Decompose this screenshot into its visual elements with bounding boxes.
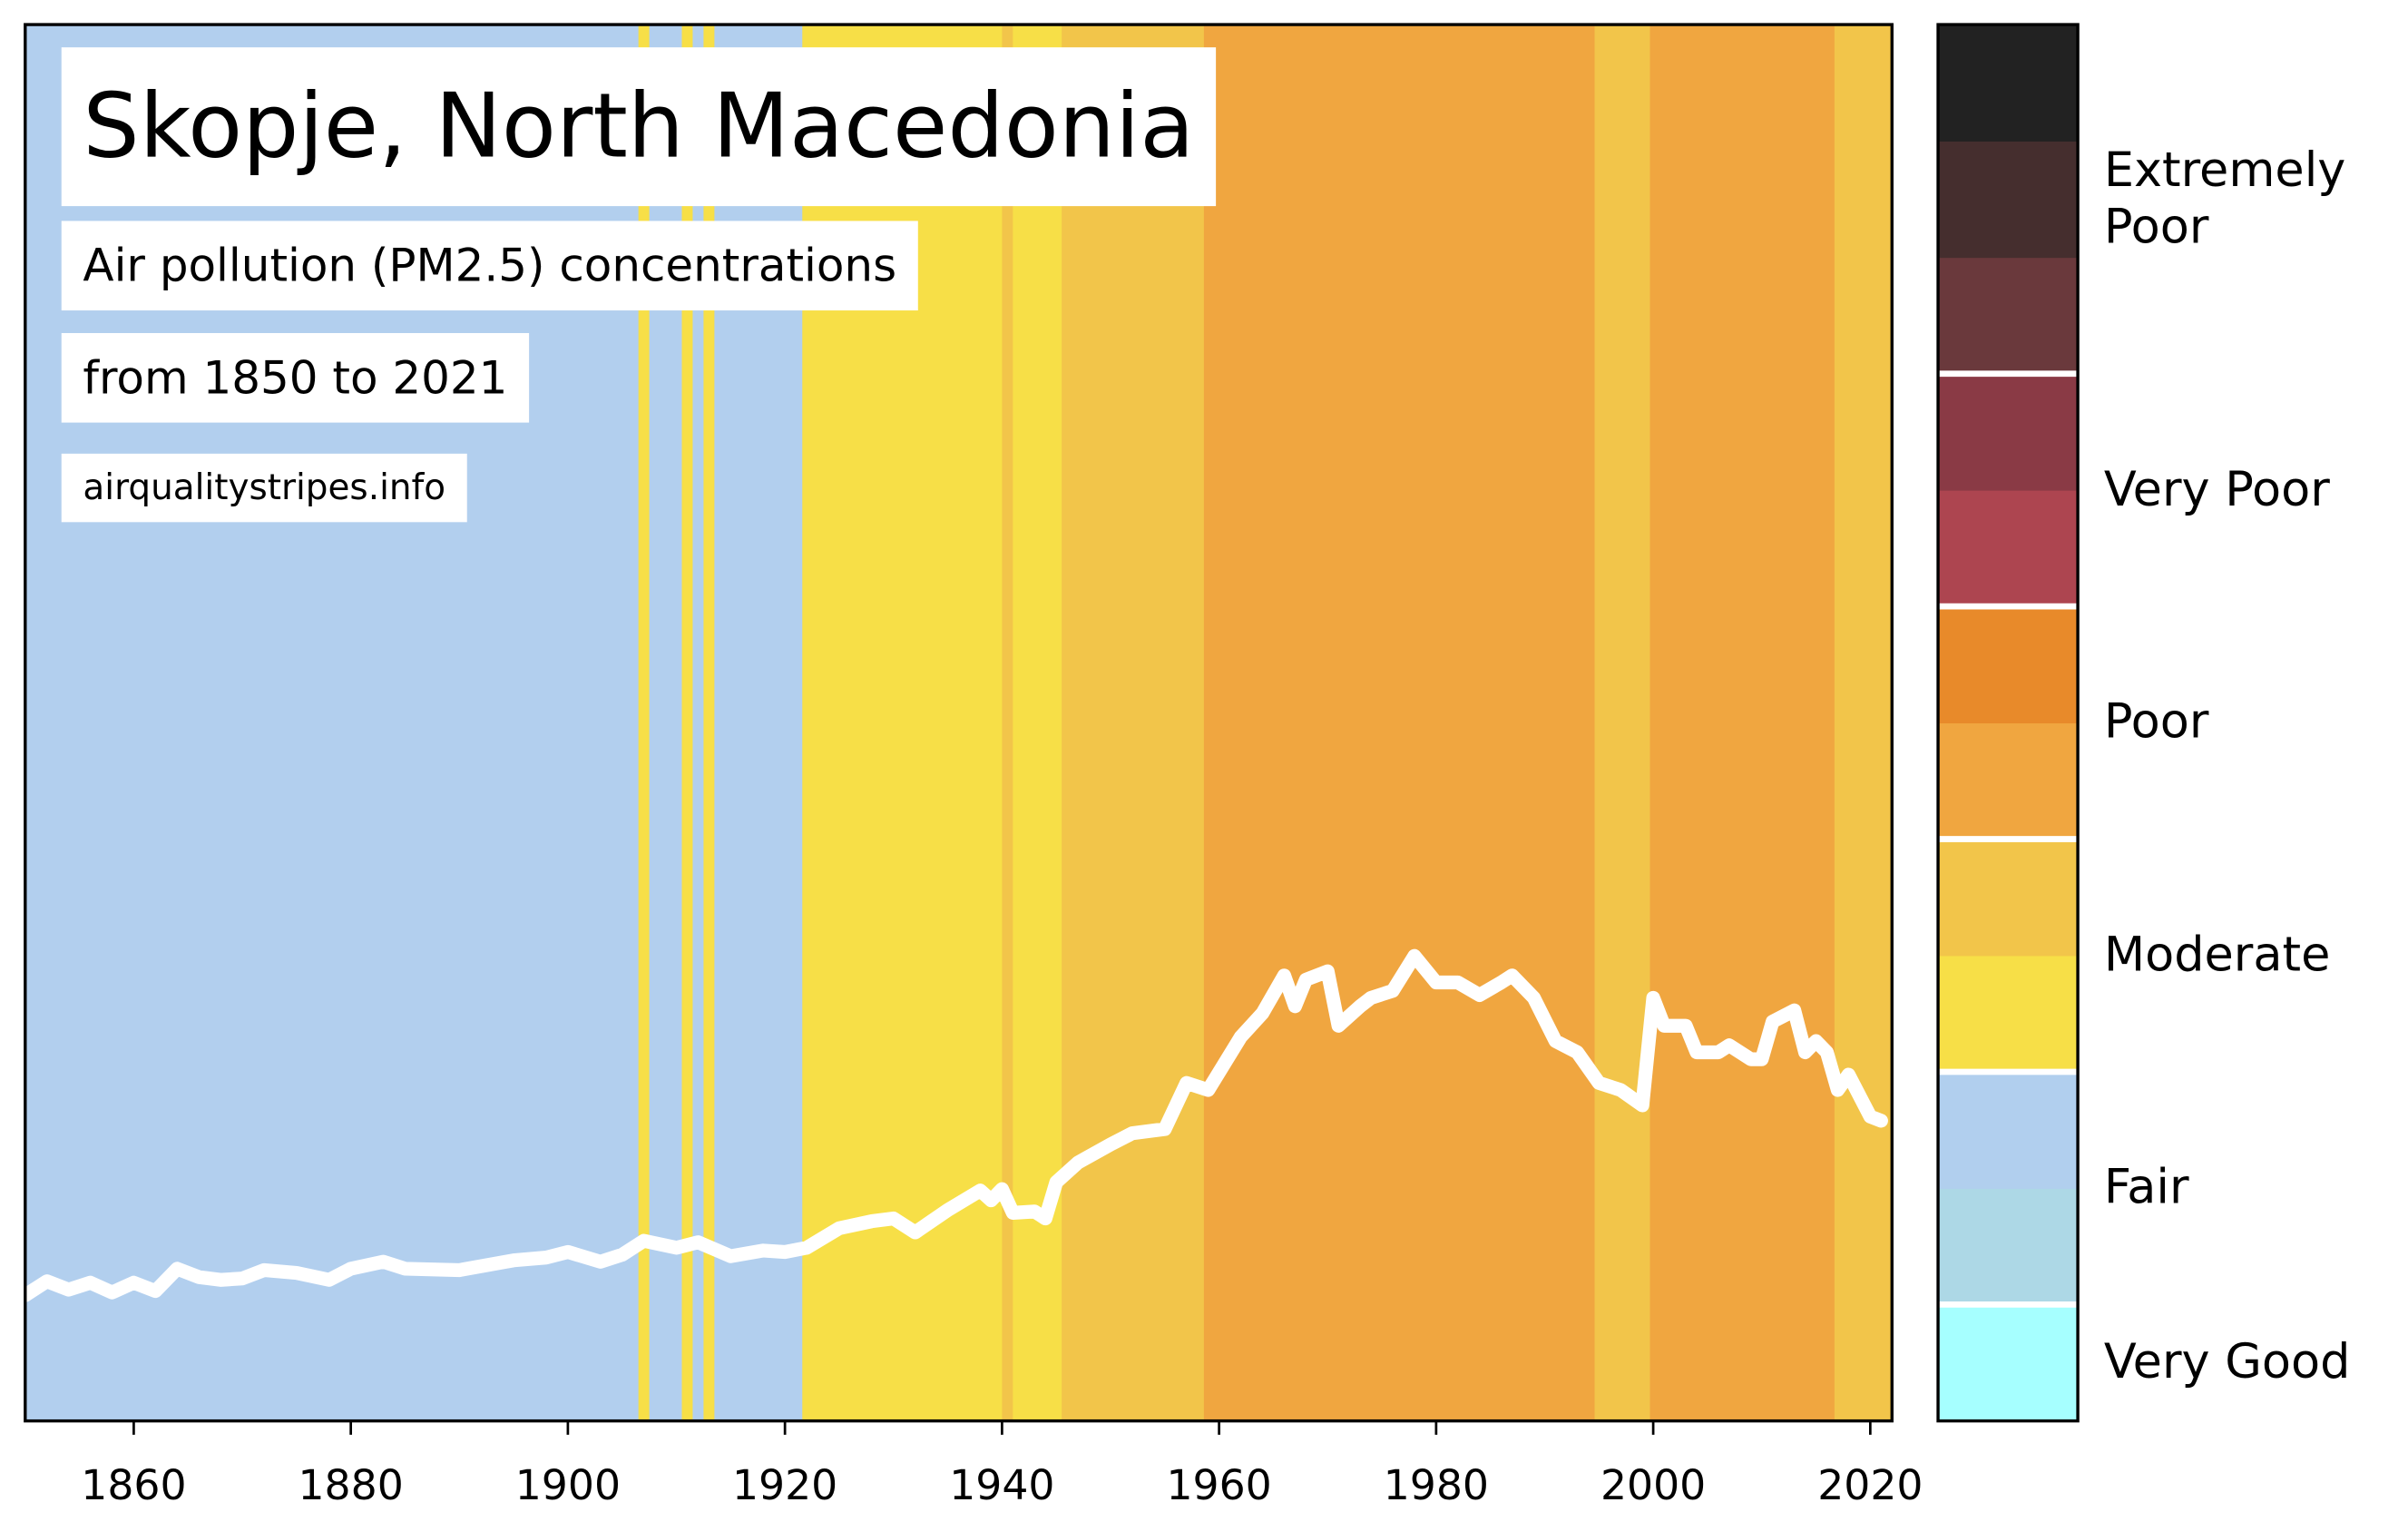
chart-title-box [61,47,1217,207]
colorbar-segment [1938,955,2079,1073]
plot-frame [24,23,1894,1423]
x-tick-label: 1960 [1166,1461,1271,1509]
colorbar-segment [1938,257,2079,375]
stripe [1002,25,1013,1421]
colorbar-segment [1938,1304,2079,1422]
colorbar-label-wrap: Very Good [2104,1271,2408,1455]
colorbar-segment [1938,1071,2079,1189]
stripe [703,25,715,1421]
colorbar-label-box: Moderate [2104,863,2408,1047]
chart-title: Skopje, North Macedonia [83,75,1194,179]
chart-period: from 1850 to 2021 [83,351,507,404]
colorbar-segment [1938,373,2079,491]
colorbar-label-wrap: Fair [2104,1096,2408,1281]
colorbar-label-box: Very Poor [2104,398,2408,582]
chart-subtitle-box [61,221,918,311]
x-tick-label: 1980 [1384,1461,1489,1509]
stripe [1062,25,1205,1421]
stripe [638,25,651,1421]
stripe [1649,25,1835,1421]
chart-subtitle: Air pollution (PM2.5) concentrations [83,240,896,292]
colorbar-label-box: Poor [2104,631,2408,815]
colorbar-segment [1938,141,2079,259]
stripe [681,25,693,1421]
stripe [1834,25,1893,1421]
colorbar-label: Poor [2103,694,2209,750]
stripe [1594,25,1651,1421]
chart-period-box [61,332,530,423]
colorbar-label-wrap: Very Poor [2104,398,2408,582]
colorbar-segment [1938,1188,2079,1306]
colorbar-label-box: Extremely Poor [2104,107,2408,291]
colorbar-label: Fair [2103,1159,2189,1215]
colorbar-label: Very Poor [2103,461,2330,517]
x-tick-label: 1860 [81,1461,186,1509]
colorbar-label-wrap: Extremely Poor [2104,107,2408,291]
colorbar-segment [1938,839,2079,957]
colorbar-label-box: Fair [2104,1096,2408,1281]
chart-source: airqualitystripes.info [83,467,445,508]
x-tick-label: 1880 [299,1461,404,1509]
colorbar-segment [1938,722,2079,840]
colorbar-label-wrap: Poor [2104,631,2408,815]
colorbar-label-wrap: Moderate [2104,863,2408,1047]
stripe [1203,25,1596,1421]
stripe [692,25,704,1421]
colorbar-segment [1938,25,2079,142]
colorbar-segment [1938,489,2079,607]
chart-source-box [61,453,467,523]
x-tick-label: 1920 [732,1461,837,1509]
colorbar-label-box: Very Good [2104,1271,2408,1455]
colorbar-label: Very Good [2103,1334,2351,1390]
colorbar-frame [1936,23,2080,1423]
x-tick-label: 1940 [949,1461,1054,1509]
colorbar-label: Moderate [2103,927,2331,983]
pollution-line [24,948,1888,1302]
x-tick-label: 1900 [515,1461,621,1509]
x-tick-label: 2020 [1817,1461,1923,1509]
x-tick-label: 2000 [1600,1461,1706,1509]
colorbar-label: Extremely Poor [2103,142,2346,255]
colorbar-segment [1938,606,2079,724]
